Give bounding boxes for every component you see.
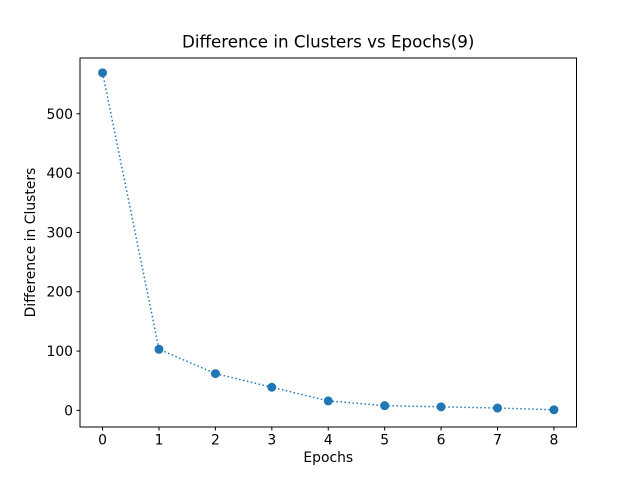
data-series-line [101,72,554,411]
x-tick-label: 4 [324,433,333,449]
x-tick-label: 7 [493,433,502,449]
x-tick-label: 0 [98,433,107,449]
y-tick-label: 400 [46,166,73,182]
data-point [154,344,164,354]
axes-frame [79,57,577,428]
x-axis-label: Epochs [303,450,353,466]
y-tick-label: 0 [64,403,73,419]
data-point [549,405,559,415]
x-tick-label: 5 [380,433,389,449]
x-tick-label: 1 [155,433,164,449]
data-point [98,68,108,78]
y-tick-label: 300 [46,225,73,241]
x-tick-label: 2 [211,433,220,449]
y-tick-label: 500 [46,107,73,123]
data-point [267,382,277,392]
y-axis-label: Difference in Clusters [23,168,39,318]
y-tick-label: 100 [46,344,73,360]
data-point [380,401,390,411]
data-point [210,369,220,379]
x-tick-label: 3 [267,433,276,449]
x-tick-label: 6 [437,433,446,449]
chart-title: Difference in Clusters vs Epochs(9) [182,32,474,52]
data-point [436,402,446,412]
data-point [493,403,503,413]
y-tick-label: 200 [46,285,73,301]
x-tick-label: 8 [550,433,559,449]
data-point [323,396,333,406]
